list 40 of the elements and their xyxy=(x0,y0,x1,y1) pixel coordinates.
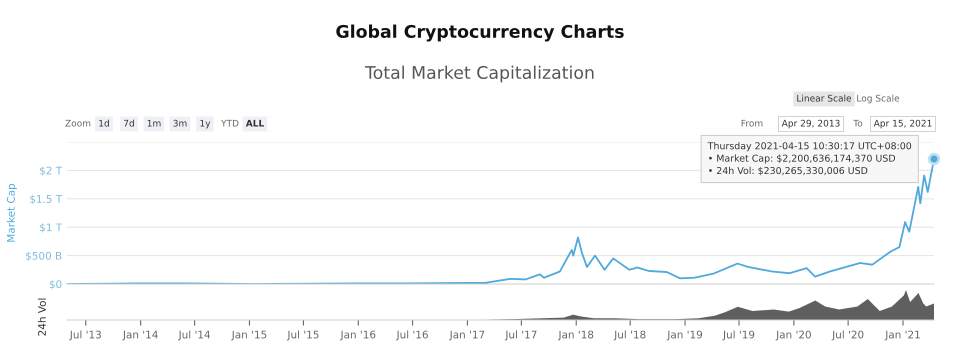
text: To xyxy=(853,120,862,127)
text: 1y xyxy=(200,120,210,128)
x-tick-label: Jul '18 xyxy=(614,330,646,340)
x-tick-label: Jan '17 xyxy=(449,330,484,340)
text: ALL xyxy=(246,120,264,126)
x-tick-label: Jul '20 xyxy=(832,330,864,340)
y-tick-label: $2 T xyxy=(40,166,62,176)
x-tick-label: Jul '14 xyxy=(178,330,210,340)
text: Linear Scale xyxy=(797,94,852,102)
text: 3m xyxy=(173,120,187,127)
x-tick-label: Jul '13 xyxy=(69,330,101,340)
x-tick-label: Jul '15 xyxy=(286,330,319,340)
x-tick-label: Jan '20 xyxy=(776,330,811,340)
x-tick-label: Jan '19 xyxy=(666,330,702,340)
text: YTD xyxy=(220,120,238,126)
text: Apr 15, 2021 xyxy=(874,120,932,128)
text: 1m xyxy=(148,120,161,126)
text: Zoom xyxy=(65,120,90,127)
x-tick-label: Jan '16 xyxy=(340,330,376,340)
annotation: Thursday 2021-04-15 10:30:17 UTC+08:00 • Market Cap: $2,200,636,174,370 USD • 24h Vol: $230,265,330,006 USD xyxy=(708,142,912,176)
chart-title: Global Cryptocurrency Charts xyxy=(336,24,624,42)
x-tick-label: Jan '18 xyxy=(558,330,594,340)
x-tick-label: Jul '16 xyxy=(396,330,428,340)
y-tick-label: $500 B xyxy=(26,252,62,262)
text: Apr 29, 2013 xyxy=(782,120,840,128)
y-tick-label: $1.5 T xyxy=(30,194,62,204)
x-tick-label: Jan '14 xyxy=(122,330,158,340)
x-tick-label: Jan '15 xyxy=(231,330,266,340)
text: From xyxy=(742,120,762,127)
text: 7d xyxy=(124,120,134,127)
y-axis-title: 24h Vol xyxy=(38,298,46,336)
y-tick-label: $1 T xyxy=(40,223,62,233)
x-tick-label: Jul '17 xyxy=(504,330,536,340)
text: 1d xyxy=(99,120,109,127)
x-tick-label: Jul '19 xyxy=(722,330,754,340)
text: Log Scale xyxy=(857,94,900,104)
x-tick-label: Jan '21 xyxy=(884,330,920,340)
y-axis-title: Market Cap xyxy=(6,184,17,242)
y-tick-label: $0 xyxy=(50,280,62,290)
chart-subtitle: Total Market Capitalization xyxy=(364,66,594,82)
